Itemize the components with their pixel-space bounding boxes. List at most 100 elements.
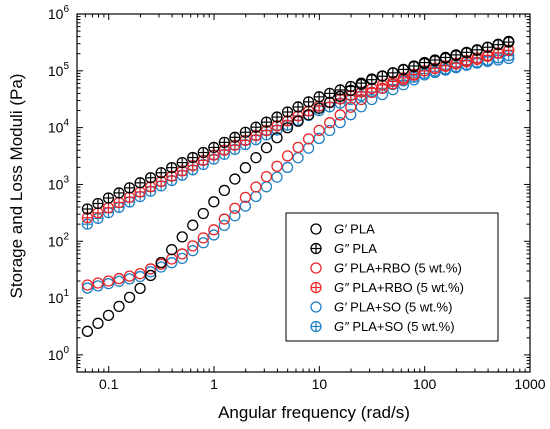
data-point bbox=[503, 36, 515, 48]
legend-label: G″ PLA+SO (5 wt.%) bbox=[334, 319, 455, 334]
data-point bbox=[271, 132, 283, 144]
data-point bbox=[239, 162, 252, 174]
x-axis-label: Angular frequency (rad/s) bbox=[218, 403, 410, 422]
x-tick-label: 10 bbox=[312, 376, 328, 392]
marker-ring bbox=[113, 272, 125, 285]
data-point bbox=[313, 124, 325, 137]
data-point bbox=[397, 63, 410, 76]
marker-ring bbox=[81, 279, 94, 291]
data-point bbox=[134, 186, 146, 198]
data-point bbox=[144, 263, 157, 275]
data-point bbox=[450, 49, 462, 61]
series-loss-5 bbox=[81, 49, 515, 230]
data-point bbox=[81, 325, 94, 337]
data-point bbox=[239, 191, 252, 204]
data-point bbox=[92, 207, 104, 219]
marker-ring bbox=[92, 277, 104, 289]
data-point bbox=[102, 309, 115, 321]
data-point bbox=[492, 39, 504, 51]
data-point bbox=[81, 282, 94, 294]
data-point bbox=[176, 231, 188, 243]
marker-ring bbox=[250, 181, 262, 193]
y-tick-label: 103 bbox=[48, 174, 70, 192]
data-point bbox=[387, 67, 399, 79]
marker-ring bbox=[113, 300, 125, 313]
marker-ring bbox=[166, 244, 178, 256]
marker-ring bbox=[250, 190, 262, 203]
marker-ring bbox=[250, 152, 262, 164]
data-point bbox=[144, 172, 157, 184]
y-tick-label: 106 bbox=[48, 4, 70, 22]
data-point bbox=[155, 167, 167, 179]
data-point bbox=[102, 275, 115, 287]
marker-ring bbox=[218, 184, 230, 197]
data-point bbox=[345, 101, 357, 113]
data-point bbox=[166, 253, 178, 265]
data-point bbox=[313, 91, 325, 103]
y-axis-label: Storage and Loss Moduli (Pa) bbox=[7, 74, 26, 299]
data-point bbox=[187, 240, 199, 252]
marker-ring bbox=[166, 253, 178, 265]
y-tick-label: 100 bbox=[48, 345, 70, 363]
data-point bbox=[187, 151, 199, 164]
data-point bbox=[334, 84, 346, 96]
marker-ring bbox=[144, 269, 157, 282]
data-point bbox=[166, 162, 178, 174]
data-point bbox=[123, 191, 136, 203]
marker-ring bbox=[218, 213, 230, 225]
y-tick-label: 105 bbox=[48, 61, 70, 79]
data-point bbox=[187, 244, 199, 257]
legend-marker bbox=[310, 262, 322, 274]
data-point bbox=[218, 219, 230, 232]
marker-ring bbox=[102, 309, 115, 321]
data-point bbox=[208, 224, 220, 236]
data-point bbox=[260, 170, 273, 183]
data-point bbox=[229, 131, 241, 143]
data-point bbox=[197, 237, 209, 249]
marker-ring bbox=[239, 162, 252, 174]
data-point bbox=[113, 272, 125, 285]
data-point bbox=[208, 141, 220, 154]
marker-ring bbox=[187, 240, 199, 252]
legend-box bbox=[285, 212, 499, 342]
data-point bbox=[460, 46, 473, 58]
x-tick-label: 1 bbox=[210, 376, 218, 392]
data-point bbox=[250, 121, 262, 133]
marker-ring bbox=[310, 223, 322, 235]
data-point bbox=[271, 160, 283, 172]
data-point bbox=[197, 146, 209, 159]
data-point bbox=[218, 213, 230, 225]
marker-ring bbox=[197, 207, 209, 220]
marker-ring bbox=[229, 173, 241, 185]
marker-ring bbox=[134, 267, 146, 280]
data-marks bbox=[81, 35, 515, 337]
marker-ring bbox=[281, 150, 294, 162]
marker-ring bbox=[218, 219, 230, 232]
data-point bbox=[134, 177, 146, 189]
data-point bbox=[229, 173, 241, 185]
marker-ring bbox=[334, 109, 346, 121]
data-point bbox=[155, 256, 167, 269]
data-point bbox=[271, 171, 283, 183]
data-point bbox=[218, 184, 230, 197]
data-point bbox=[281, 122, 294, 134]
marker-ring bbox=[313, 124, 325, 137]
marker-ring bbox=[302, 133, 315, 145]
data-point bbox=[123, 291, 136, 304]
legend-label: G′ PLA bbox=[334, 222, 375, 237]
data-point bbox=[260, 142, 273, 154]
marker-ring bbox=[155, 261, 167, 273]
data-point bbox=[176, 156, 188, 169]
data-point bbox=[271, 111, 283, 123]
legend-marker bbox=[310, 242, 322, 255]
data-point bbox=[134, 282, 146, 295]
marker-ring bbox=[187, 244, 199, 257]
data-point bbox=[366, 74, 378, 86]
data-point bbox=[250, 152, 262, 164]
data-point bbox=[429, 54, 441, 66]
data-point bbox=[92, 277, 104, 289]
data-point bbox=[281, 150, 294, 162]
data-point bbox=[123, 182, 136, 194]
data-point bbox=[229, 202, 241, 214]
data-point bbox=[302, 109, 315, 121]
